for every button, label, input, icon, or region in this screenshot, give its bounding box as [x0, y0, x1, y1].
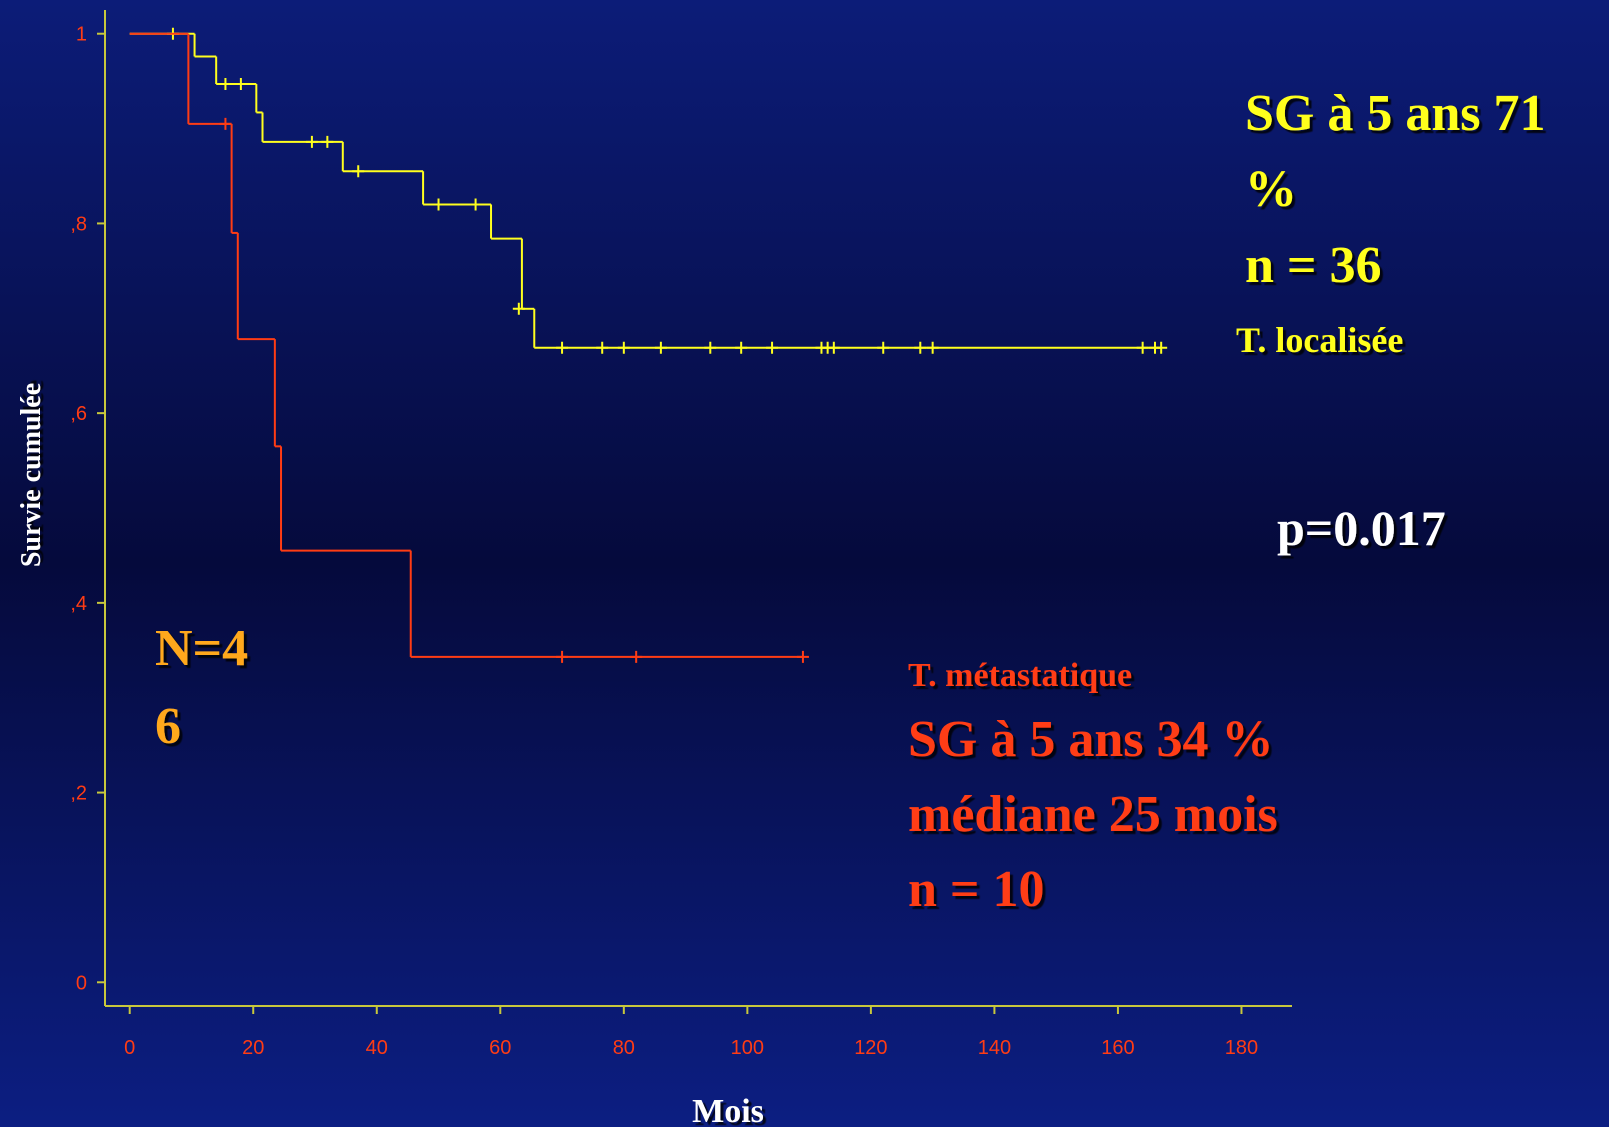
annotation: p=0.017 [1277, 500, 1446, 556]
x-tick-label: 20 [242, 1037, 264, 1059]
censor-mark [219, 77, 232, 90]
series-label: T. métastatique [908, 657, 1132, 694]
censor-mark [654, 341, 667, 354]
censor-mark [766, 341, 779, 354]
annotation: % [1245, 161, 1297, 218]
censor-mark [926, 341, 939, 354]
censor-mark [914, 341, 927, 354]
censor-mark [556, 341, 569, 354]
x-tick-label: 160 [1101, 1037, 1134, 1059]
censor-mark [512, 302, 525, 315]
annotation: SG à 5 ans 34 % [908, 711, 1274, 768]
y-tick-label: 0 [76, 972, 87, 994]
x-tick-label: 0 [124, 1037, 135, 1059]
y-axis-label: Survie cumulée [16, 383, 47, 567]
x-tick-label: 80 [613, 1037, 635, 1059]
censor-mark [704, 341, 717, 354]
y-tick-label: ,6 [70, 403, 87, 425]
censor-mark [1155, 341, 1168, 354]
censor-mark [219, 117, 232, 130]
y-tick-label: ,2 [70, 783, 87, 805]
censor-mark [305, 135, 318, 148]
y-tick-label: ,8 [70, 213, 87, 235]
censor-mark [877, 341, 890, 354]
x-axis-label: Mois [692, 1093, 764, 1127]
series-label: T. localisée [1236, 320, 1403, 360]
censor-mark [827, 341, 840, 354]
censor-mark [617, 341, 630, 354]
x-tick-label: 180 [1225, 1037, 1258, 1059]
censor-mark [735, 341, 748, 354]
x-tick-label: 140 [978, 1037, 1011, 1059]
censor-mark [556, 650, 569, 663]
x-tick-label: 60 [489, 1037, 511, 1059]
censor-mark [234, 77, 247, 90]
censor-mark [469, 198, 482, 211]
annotation: médiane 25 mois [908, 786, 1278, 843]
annotations: SG à 5 ans 71% n = 36 p=0.017 N=4 6 SG à 5 an… [155, 85, 1546, 918]
annotation: N=4 [155, 620, 248, 677]
censor-mark [596, 341, 609, 354]
x-tick-label: 120 [854, 1037, 887, 1059]
y-tick-label: ,4 [70, 593, 87, 615]
y-tick-label: 1 [76, 24, 87, 46]
x-tick-label: 100 [731, 1037, 764, 1059]
km-curve [129, 27, 1168, 354]
censor-mark [321, 135, 334, 148]
x-tick-label: 40 [366, 1037, 388, 1059]
annotation: n = 36 [1245, 237, 1382, 294]
annotation: n = 10 [908, 861, 1045, 918]
censor-mark [630, 650, 643, 663]
censor-mark [796, 650, 809, 663]
annotation: 6 [155, 698, 181, 755]
censor-mark [1136, 341, 1149, 354]
censor-mark [432, 198, 445, 211]
annotation: SG à 5 ans 71 [1245, 85, 1546, 142]
censor-mark [352, 165, 365, 178]
km-curve [129, 32, 809, 663]
